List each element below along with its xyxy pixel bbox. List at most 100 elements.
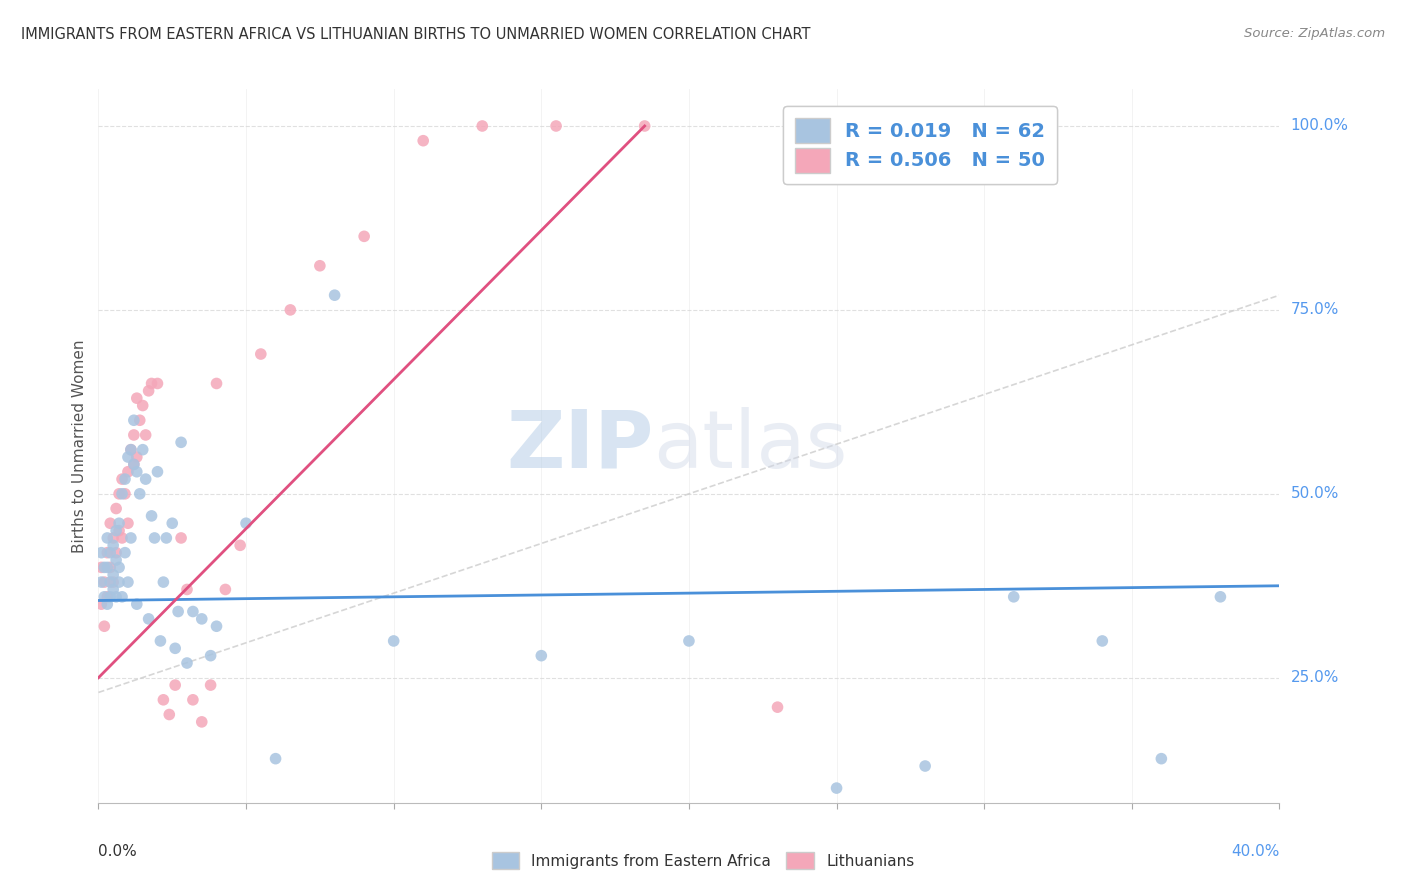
Point <box>205 619 228 633</box>
Point <box>138 384 160 398</box>
Text: ZIP: ZIP <box>506 407 654 485</box>
Point <box>214 582 236 597</box>
Point <box>678 634 700 648</box>
Point <box>105 546 128 560</box>
Point <box>120 531 142 545</box>
Point <box>205 376 228 391</box>
Point <box>200 678 222 692</box>
Point <box>108 560 131 574</box>
Point <box>152 693 174 707</box>
Point <box>120 442 142 457</box>
Point <box>90 597 112 611</box>
Point <box>382 634 405 648</box>
Point <box>544 119 567 133</box>
Point <box>103 567 125 582</box>
Point <box>825 781 848 796</box>
Point <box>138 612 160 626</box>
Text: 40.0%: 40.0% <box>1232 845 1279 859</box>
Point <box>125 465 148 479</box>
Point <box>96 590 118 604</box>
Point <box>108 487 131 501</box>
Point <box>191 714 214 729</box>
Point <box>120 442 142 457</box>
Point <box>93 560 115 574</box>
Point <box>914 759 936 773</box>
Point <box>98 575 121 590</box>
Text: atlas: atlas <box>654 407 848 485</box>
Text: 100.0%: 100.0% <box>1291 119 1348 134</box>
Point <box>96 531 118 545</box>
Point <box>96 546 118 560</box>
Point <box>117 450 139 464</box>
Point <box>530 648 553 663</box>
Point <box>170 435 193 450</box>
Point <box>117 575 139 590</box>
Point <box>96 597 118 611</box>
Point <box>766 700 789 714</box>
Point <box>122 413 145 427</box>
Point <box>122 458 145 472</box>
Point <box>90 560 112 574</box>
Point <box>200 648 222 663</box>
Point <box>141 376 163 391</box>
Point <box>114 546 136 560</box>
Point <box>93 619 115 633</box>
Point <box>135 472 157 486</box>
Point <box>98 546 121 560</box>
Point <box>114 472 136 486</box>
Text: IMMIGRANTS FROM EASTERN AFRICA VS LITHUANIAN BIRTHS TO UNMARRIED WOMEN CORRELATI: IMMIGRANTS FROM EASTERN AFRICA VS LITHUA… <box>21 27 811 42</box>
Point <box>146 376 169 391</box>
Point <box>128 413 150 427</box>
Point <box>176 582 198 597</box>
Point <box>105 524 128 538</box>
Point <box>117 465 139 479</box>
Point <box>122 428 145 442</box>
Point <box>114 487 136 501</box>
Point <box>93 575 115 590</box>
Point <box>181 693 204 707</box>
Point <box>1002 590 1025 604</box>
Point <box>309 259 332 273</box>
Point <box>181 605 204 619</box>
Point <box>105 501 128 516</box>
Text: 50.0%: 50.0% <box>1291 486 1339 501</box>
Point <box>167 605 190 619</box>
Point <box>146 465 169 479</box>
Point <box>103 531 125 545</box>
Point <box>108 516 131 531</box>
Point <box>633 119 655 133</box>
Point <box>264 752 287 766</box>
Point <box>149 634 172 648</box>
Text: 0.0%: 0.0% <box>98 845 138 859</box>
Point <box>111 531 134 545</box>
Point <box>125 597 148 611</box>
Point <box>105 553 128 567</box>
Point <box>1150 752 1173 766</box>
Point <box>128 487 150 501</box>
Point <box>111 472 134 486</box>
Point <box>471 119 494 133</box>
Text: 75.0%: 75.0% <box>1291 302 1339 318</box>
Point <box>111 590 134 604</box>
Point <box>105 590 128 604</box>
Point <box>165 641 187 656</box>
Point <box>108 575 131 590</box>
Point <box>90 546 112 560</box>
Point <box>165 678 187 692</box>
Point <box>353 229 375 244</box>
Point <box>412 134 434 148</box>
Point <box>98 516 121 531</box>
Point <box>98 590 121 604</box>
Point <box>103 582 125 597</box>
Point <box>122 458 145 472</box>
Point <box>132 442 155 457</box>
Point <box>103 538 125 552</box>
Point <box>98 560 121 574</box>
Point <box>155 531 177 545</box>
Point <box>170 531 193 545</box>
Point <box>143 531 166 545</box>
Text: 25.0%: 25.0% <box>1291 670 1339 685</box>
Point <box>111 487 134 501</box>
Point <box>229 538 252 552</box>
Point <box>176 656 198 670</box>
